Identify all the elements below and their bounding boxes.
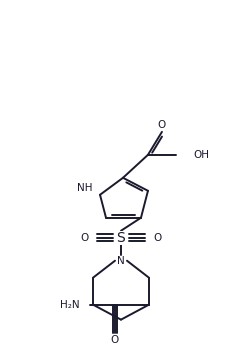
Text: OH: OH [192, 150, 208, 160]
Text: N: N [117, 256, 124, 266]
Text: H₂N: H₂N [60, 300, 80, 310]
Text: O: O [79, 233, 88, 243]
Text: O: O [157, 120, 165, 130]
Text: S: S [116, 231, 125, 245]
Text: O: O [110, 335, 118, 345]
Text: NH: NH [77, 183, 92, 193]
Text: O: O [153, 233, 161, 243]
